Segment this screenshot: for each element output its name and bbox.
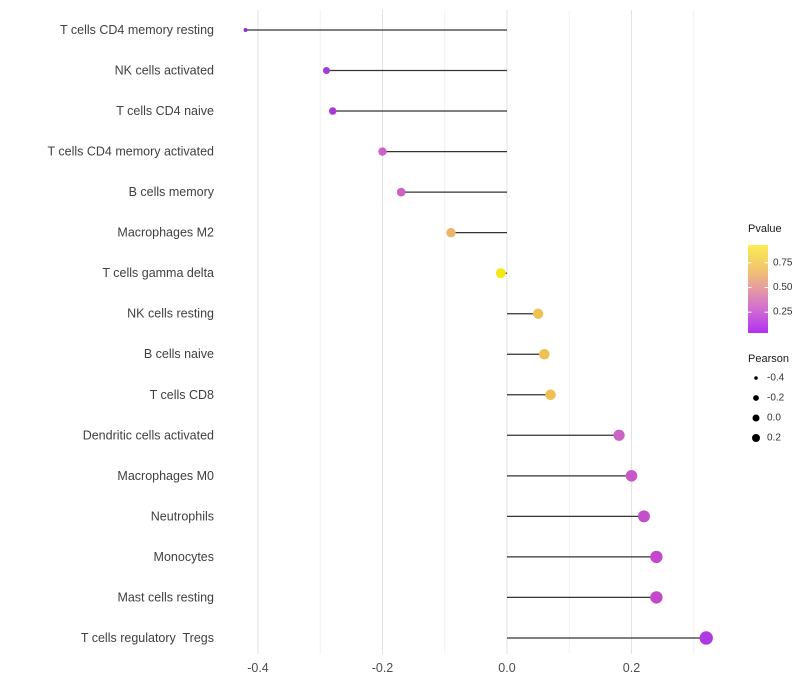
- pearson-legend-title: Pearson: [748, 353, 789, 365]
- category-label: B cells naive: [144, 347, 214, 361]
- lollipop-point: [495, 268, 506, 279]
- x-tick-label: 0.0: [498, 661, 515, 675]
- category-label: NK cells activated: [115, 64, 214, 78]
- category-label: Dendritic cells activated: [83, 428, 214, 442]
- category-label: T cells CD8: [150, 388, 214, 402]
- lollipop-point: [446, 227, 456, 238]
- category-label: Mast cells resting: [117, 590, 214, 604]
- lollipop-point: [322, 67, 330, 75]
- x-tick-label: -0.4: [247, 661, 269, 675]
- pearson-legend-dot: [753, 395, 759, 401]
- pvalue-legend-label: 0.50: [773, 282, 793, 293]
- lollipop-point: [650, 591, 663, 604]
- pearson-legend-label: -0.4: [767, 373, 785, 384]
- lollipop-point: [637, 510, 650, 523]
- x-tick-label: -0.2: [372, 661, 394, 675]
- lollipop-point: [243, 28, 248, 32]
- pvalue-legend-label: 0.25: [773, 307, 793, 318]
- category-label: T cells CD4 memory resting: [60, 23, 214, 37]
- category-label: T cells CD4 memory activated: [48, 145, 215, 159]
- category-label: Macrophages M0: [117, 469, 214, 483]
- lollipop-point: [539, 348, 550, 360]
- lollipop-point: [532, 308, 544, 319]
- lollipop-point: [328, 107, 337, 115]
- category-label: B cells memory: [129, 185, 215, 199]
- lollipop-point: [378, 147, 387, 156]
- pearson-legend-dot: [752, 434, 760, 442]
- lollipop-point: [613, 429, 625, 441]
- category-label: Macrophages M2: [117, 226, 214, 240]
- lollipop-point: [396, 187, 406, 197]
- lollipop-point: [650, 550, 663, 564]
- lollipop-point: [545, 389, 556, 401]
- x-tick-label: 0.2: [623, 661, 640, 675]
- pearson-legend-label: -0.2: [767, 393, 785, 404]
- category-label: T cells gamma delta: [102, 266, 214, 280]
- pearson-legend-label: 0.0: [767, 413, 781, 424]
- pearson-legend-label: 0.2: [767, 433, 781, 444]
- category-label: NK cells resting: [127, 307, 214, 321]
- pvalue-gradient-bar: [748, 245, 768, 333]
- category-label: T cells CD4 naive: [116, 104, 214, 118]
- category-label: Neutrophils: [151, 509, 214, 523]
- category-label: T cells regulatory Tregs: [81, 631, 214, 645]
- pearson-legend-dot: [754, 376, 758, 380]
- pearson-legend-dot: [752, 414, 760, 422]
- lollipop-point: [625, 470, 638, 482]
- category-label: Monocytes: [154, 550, 214, 564]
- pvalue-legend-label: 0.75: [773, 257, 793, 268]
- lollipop-point: [699, 631, 713, 645]
- pvalue-legend-title: Pvalue: [748, 223, 782, 235]
